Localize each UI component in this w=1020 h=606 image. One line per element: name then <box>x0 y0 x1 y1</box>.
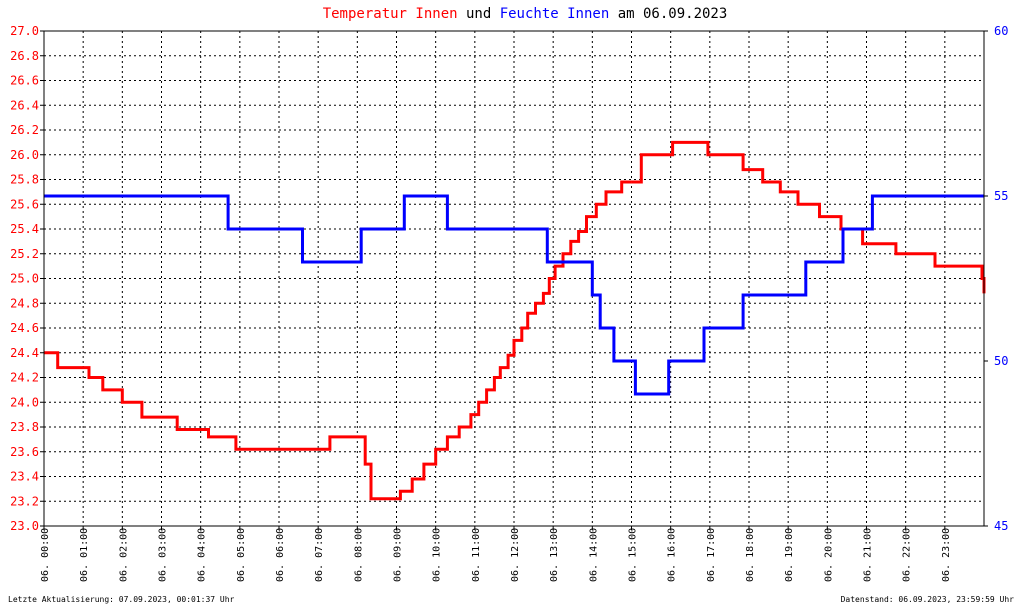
x-tick-label: 06. 19:00 <box>784 528 795 582</box>
x-tick-label: 06. 15:00 <box>628 528 639 582</box>
left-tick-label: 24.2 <box>10 371 39 385</box>
x-tick-label: 06. 09:00 <box>393 528 404 582</box>
left-tick-label: 26.6 <box>10 74 39 88</box>
title-part-3: am 06.09.2023 <box>609 6 727 22</box>
x-tick-label: 06. 23:00 <box>941 528 952 582</box>
left-tick-label: 23.2 <box>10 494 39 508</box>
left-tick-label: 25.2 <box>10 247 39 261</box>
title-part-1: und <box>458 6 500 22</box>
footer-data-status: Datenstand: 06.09.2023, 23:59:59 Uhr <box>841 595 1015 604</box>
left-tick-label: 24.4 <box>10 346 39 360</box>
left-tick-label: 25.4 <box>10 222 39 236</box>
x-tick-label: 06. 06:00 <box>275 528 286 582</box>
x-tick-label: 06. 14:00 <box>588 528 599 582</box>
left-tick-label: 26.8 <box>10 49 39 63</box>
right-tick-label: 60 <box>994 24 1008 38</box>
left-tick-label: 24.8 <box>10 296 39 310</box>
feuchte-innen-line <box>44 194 984 396</box>
left-tick-label: 23.6 <box>10 445 39 459</box>
x-tick-label: 06. 17:00 <box>706 528 717 582</box>
x-tick-label: 06. 05:00 <box>236 528 247 582</box>
temperatur-innen-line <box>44 140 986 501</box>
title-part-0: Temperatur Innen <box>323 6 458 22</box>
footer-last-update: Letzte Aktualisierung: 07.09.2023, 00:01… <box>8 595 235 604</box>
right-tick-label: 50 <box>994 354 1008 368</box>
left-tick-label: 26.0 <box>10 148 39 162</box>
x-tick-label: 06. 22:00 <box>902 528 913 582</box>
x-tick-label: 06. 01:00 <box>79 528 90 582</box>
x-tick-label: 06. 20:00 <box>823 528 834 582</box>
x-tick-label: 06. 04:00 <box>197 528 208 582</box>
right-tick-label: 55 <box>994 189 1008 203</box>
series-layer <box>44 140 986 501</box>
x-tick-label: 06. 18:00 <box>745 528 756 582</box>
right-axis-ticks: 45 50 55 60 <box>984 24 1008 533</box>
title-part-2: Feuchte Innen <box>500 6 610 22</box>
left-tick-label: 25.0 <box>10 272 39 286</box>
x-tick-label: 06. 10:00 <box>432 528 443 582</box>
left-tick-label: 27.0 <box>10 24 39 38</box>
left-tick-label: 25.8 <box>10 173 39 187</box>
x-tick-label: 06. 11:00 <box>471 528 482 582</box>
left-tick-label: 23.4 <box>10 470 39 484</box>
x-tick-label: 06. 13:00 <box>549 528 560 582</box>
left-tick-label: 24.6 <box>10 321 39 335</box>
x-tick-label: 06. 12:00 <box>510 528 521 582</box>
x-tick-label: 06. 07:00 <box>314 528 325 582</box>
left-tick-label: 26.2 <box>10 123 39 137</box>
x-tick-label: 06. 21:00 <box>863 528 874 582</box>
x-tick-label: 06. 02:00 <box>118 528 129 582</box>
left-axis-ticks: 23.0 23.2 23.4 23.6 23.8 24.0 24.2 24.4 24.6 24.8… <box>10 24 44 533</box>
left-tick-label: 26.4 <box>10 98 39 112</box>
x-tick-label: 06. 16:00 <box>667 528 678 582</box>
x-tick-label: 06. 03:00 <box>158 528 169 582</box>
right-tick-label: 45 <box>994 519 1008 533</box>
chart-title: Temperatur Innen und Feuchte Innen am 06… <box>323 6 728 22</box>
left-tick-label: 23.8 <box>10 420 39 434</box>
left-tick-label: 24.0 <box>10 395 39 409</box>
left-tick-label: 23.0 <box>10 519 39 533</box>
x-tick-label: 06. 08:00 <box>353 528 364 582</box>
left-tick-label: 25.6 <box>10 197 39 211</box>
grid-lines <box>44 31 984 526</box>
x-tick-label: 06. 00:00 <box>40 528 51 582</box>
x-axis-ticks: 06. 00:00 06. 01:00 06. 02:00 06. 03:00 06. … <box>40 526 952 582</box>
